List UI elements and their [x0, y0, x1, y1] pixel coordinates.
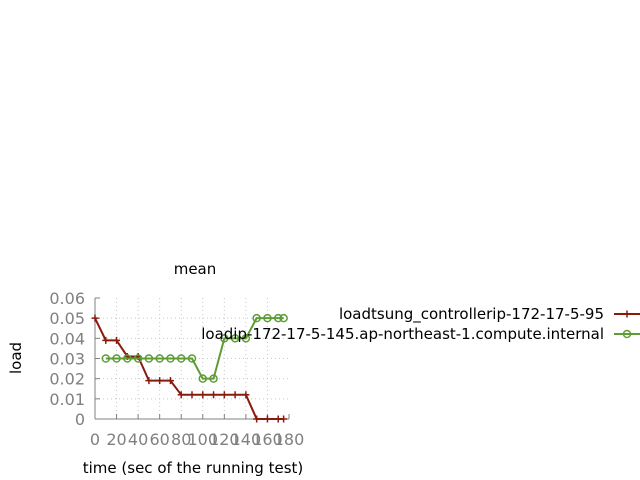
- x-tick-label: 100: [188, 430, 219, 449]
- data-point: [273, 313, 283, 323]
- data-point: [231, 391, 239, 399]
- data-point: [91, 314, 99, 322]
- y-tick-label: 0.03: [49, 350, 85, 369]
- legend-marker: [622, 329, 632, 339]
- y-axis-ticks: 00.010.020.03 0.040.050.06: [49, 289, 100, 429]
- chart-title: mean: [174, 260, 217, 278]
- data-point: [242, 391, 250, 399]
- series-2: [101, 313, 288, 383]
- data-point: [263, 313, 272, 323]
- data-point: [199, 391, 207, 399]
- data-point: [220, 334, 229, 343]
- y-tick-label: 0.02: [49, 370, 85, 389]
- data-point: [166, 354, 175, 363]
- legend: loadtsung_controllerip-172-17-5-95loadip…: [201, 305, 640, 343]
- data-point: [133, 354, 143, 363]
- y-tick-label: 0.05: [49, 309, 85, 328]
- grid-lines: [95, 298, 289, 419]
- series-1: [91, 314, 288, 423]
- data-point: [177, 391, 185, 399]
- data-point: [279, 313, 288, 323]
- legend-marker: [623, 310, 631, 318]
- y-axis-label: load: [7, 342, 25, 374]
- data-point: [156, 377, 164, 385]
- data-point: [144, 354, 154, 363]
- x-tick-label: 140: [231, 430, 262, 449]
- data-point: [187, 354, 197, 363]
- data-point: [145, 377, 153, 385]
- data-point: [263, 415, 271, 423]
- series-line: [105, 317, 284, 380]
- data-point: [253, 415, 261, 423]
- series-group: [91, 313, 288, 423]
- data-point: [210, 391, 218, 399]
- data-point: [241, 334, 251, 343]
- x-axis-label: time (sec of the running test): [83, 459, 304, 477]
- data-point: [252, 313, 261, 323]
- x-tick-label: 60: [149, 430, 169, 449]
- data-point: [176, 354, 186, 363]
- data-point: [113, 336, 121, 344]
- x-tick-label: 20: [106, 430, 126, 449]
- data-point: [230, 334, 240, 343]
- y-tick-label: 0: [75, 410, 85, 429]
- x-tick-label: 180: [274, 430, 305, 449]
- data-point: [102, 336, 110, 344]
- y-tick-label: 0.06: [49, 289, 85, 308]
- x-tick-label: 80: [171, 430, 191, 449]
- x-tick-label: 40: [128, 430, 148, 449]
- legend-label: loadip-172-17-5-145.ap-northeast-1.compu…: [201, 325, 604, 343]
- data-point: [280, 415, 288, 423]
- y-tick-label: 0.01: [49, 390, 85, 409]
- x-tick-label: 160: [252, 430, 283, 449]
- data-point: [166, 377, 174, 385]
- data-point: [123, 354, 132, 363]
- legend-label: loadtsung_controllerip-172-17-5-95: [339, 305, 604, 324]
- data-point: [220, 391, 228, 399]
- y-tick-label: 0.04: [49, 329, 85, 348]
- data-point: [112, 354, 121, 363]
- data-point: [209, 374, 218, 383]
- x-tick-label: 0: [90, 430, 100, 449]
- data-point: [155, 354, 164, 363]
- data-point: [188, 391, 196, 399]
- x-tick-label: 120: [209, 430, 240, 449]
- data-point: [198, 374, 208, 383]
- data-point: [101, 354, 111, 363]
